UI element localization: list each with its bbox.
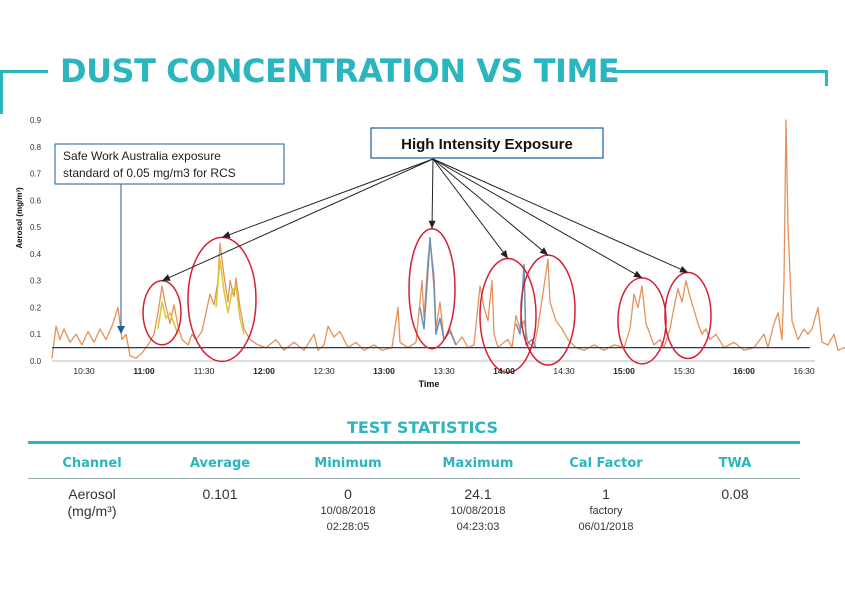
x-tick-label: 15:30 <box>673 366 695 376</box>
y-tick-label: 0.6 <box>30 196 42 205</box>
title-frame-right-top <box>612 70 828 73</box>
y-axis-ticks: 0.0 0.1 0.2 0.3 0.4 0.5 0.6 0.7 0.8 0.9 <box>30 116 42 366</box>
cell-cal-factor: 1 factory 06/01/2018 <box>541 486 671 535</box>
x-axis-ticks: 10:30 11:00 11:30 12:00 12:30 13:00 13:30 14:00… <box>73 366 815 376</box>
high-intensity-callout-label: High Intensity Exposure <box>401 136 573 153</box>
x-tick-label: 13:00 <box>373 366 395 376</box>
callout-arrows <box>161 158 689 282</box>
header-twa: TWA <box>718 456 752 471</box>
maximum-date: 10/08/2018 <box>450 505 506 517</box>
header-maximum: Maximum <box>442 456 514 471</box>
series-line <box>419 237 537 348</box>
y-tick-label: 0.9 <box>30 116 42 125</box>
callout-arrowhead <box>539 247 548 256</box>
minimum-date: 10/08/2018 <box>320 505 376 517</box>
callout-arrow <box>431 158 434 229</box>
cal-factor-value: 1 <box>602 486 610 502</box>
title-frame-left-top <box>0 70 48 73</box>
y-tick-label: 0.8 <box>30 143 42 152</box>
x-tick-label: 10:30 <box>73 366 95 376</box>
x-tick-label: 14:30 <box>553 366 575 376</box>
header-cal-factor: Cal Factor <box>569 456 643 471</box>
x-tick-label: 16:00 <box>733 366 755 376</box>
y-tick-label: 0.4 <box>30 250 42 259</box>
dust-chart: 0.0 0.1 0.2 0.3 0.4 0.5 0.6 0.7 0.8 0.9 Aerosol (… <box>15 116 845 389</box>
callout-arrow <box>432 158 509 259</box>
x-tick-label: 16:30 <box>793 366 815 376</box>
maximum-time: 04:23:03 <box>456 521 500 533</box>
x-axis-label: Time <box>419 379 440 389</box>
header-minimum: Minimum <box>314 456 382 471</box>
callout-arrow <box>432 158 549 256</box>
y-axis-label: Aerosol (mg/m³) <box>15 187 24 249</box>
header-channel: Channel <box>62 456 122 471</box>
cell-minimum: 0 10/08/2018 02:28:05 <box>283 486 413 535</box>
x-tick-label: 12:00 <box>253 366 275 376</box>
page-title: DUST CONCENTRATION VS TIME <box>60 52 620 90</box>
x-tick-label: 15:00 <box>613 366 635 376</box>
callout-arrowhead <box>679 266 688 273</box>
y-tick-label: 0.5 <box>30 223 42 232</box>
callout-arrow <box>432 158 643 279</box>
x-tick-label: 14:00 <box>493 366 515 376</box>
average-value: 0.101 <box>202 486 238 502</box>
stats-rule-top <box>28 441 800 444</box>
cal-factor-note: factory <box>589 505 623 517</box>
y-tick-label: 0.7 <box>30 170 42 179</box>
highlight-ring <box>408 227 456 350</box>
stats-rule-header <box>28 478 800 479</box>
x-tick-label: 11:00 <box>133 366 155 376</box>
callout-arrowhead <box>500 250 508 259</box>
cell-maximum: 24.1 10/08/2018 04:23:03 <box>413 486 543 535</box>
x-tick-label: 13:30 <box>433 366 455 376</box>
x-tick-label: 12:30 <box>313 366 335 376</box>
y-tick-label: 0.3 <box>30 277 42 286</box>
standard-callout-arrowhead <box>117 326 125 334</box>
minimum-value: 0 <box>344 486 352 502</box>
title-frame-left-side <box>0 70 3 114</box>
y-tick-label: 0.0 <box>30 357 42 366</box>
cal-factor-date: 06/01/2018 <box>578 521 634 533</box>
callout-arrow <box>221 158 434 238</box>
x-tick-label: 11:30 <box>194 366 215 376</box>
callout-arrowhead <box>633 270 642 278</box>
y-tick-label: 0.2 <box>30 303 42 312</box>
series-line <box>157 258 245 335</box>
cell-twa: 0.08 <box>670 486 800 503</box>
twa-value: 0.08 <box>721 486 749 502</box>
y-tick-label: 0.1 <box>30 330 42 339</box>
callout-arrowhead <box>162 274 171 281</box>
standard-callout-line-1: Safe Work Australia exposure <box>63 149 221 163</box>
standard-callout-line-2: standard of 0.05 mg/m3 for RCS <box>63 166 236 180</box>
stats-title: TEST STATISTICS <box>346 418 498 437</box>
cell-channel: Aerosol (mg/m³) <box>27 486 157 520</box>
cell-average: 0.101 <box>155 486 285 503</box>
minimum-time: 02:28:05 <box>326 521 370 533</box>
maximum-value: 24.1 <box>464 486 492 502</box>
standard-callout-box <box>54 143 285 185</box>
title-frame-right-side <box>825 70 828 86</box>
callout-arrow <box>161 158 434 282</box>
callout-arrow <box>432 158 689 273</box>
channel-name: Aerosol <box>68 486 116 502</box>
header-average: Average <box>189 456 251 471</box>
callout-arrowhead <box>222 231 231 238</box>
channel-unit: (mg/m³) <box>67 503 117 519</box>
callout-arrowhead <box>428 220 436 229</box>
high-intensity-callout-box <box>370 127 604 159</box>
